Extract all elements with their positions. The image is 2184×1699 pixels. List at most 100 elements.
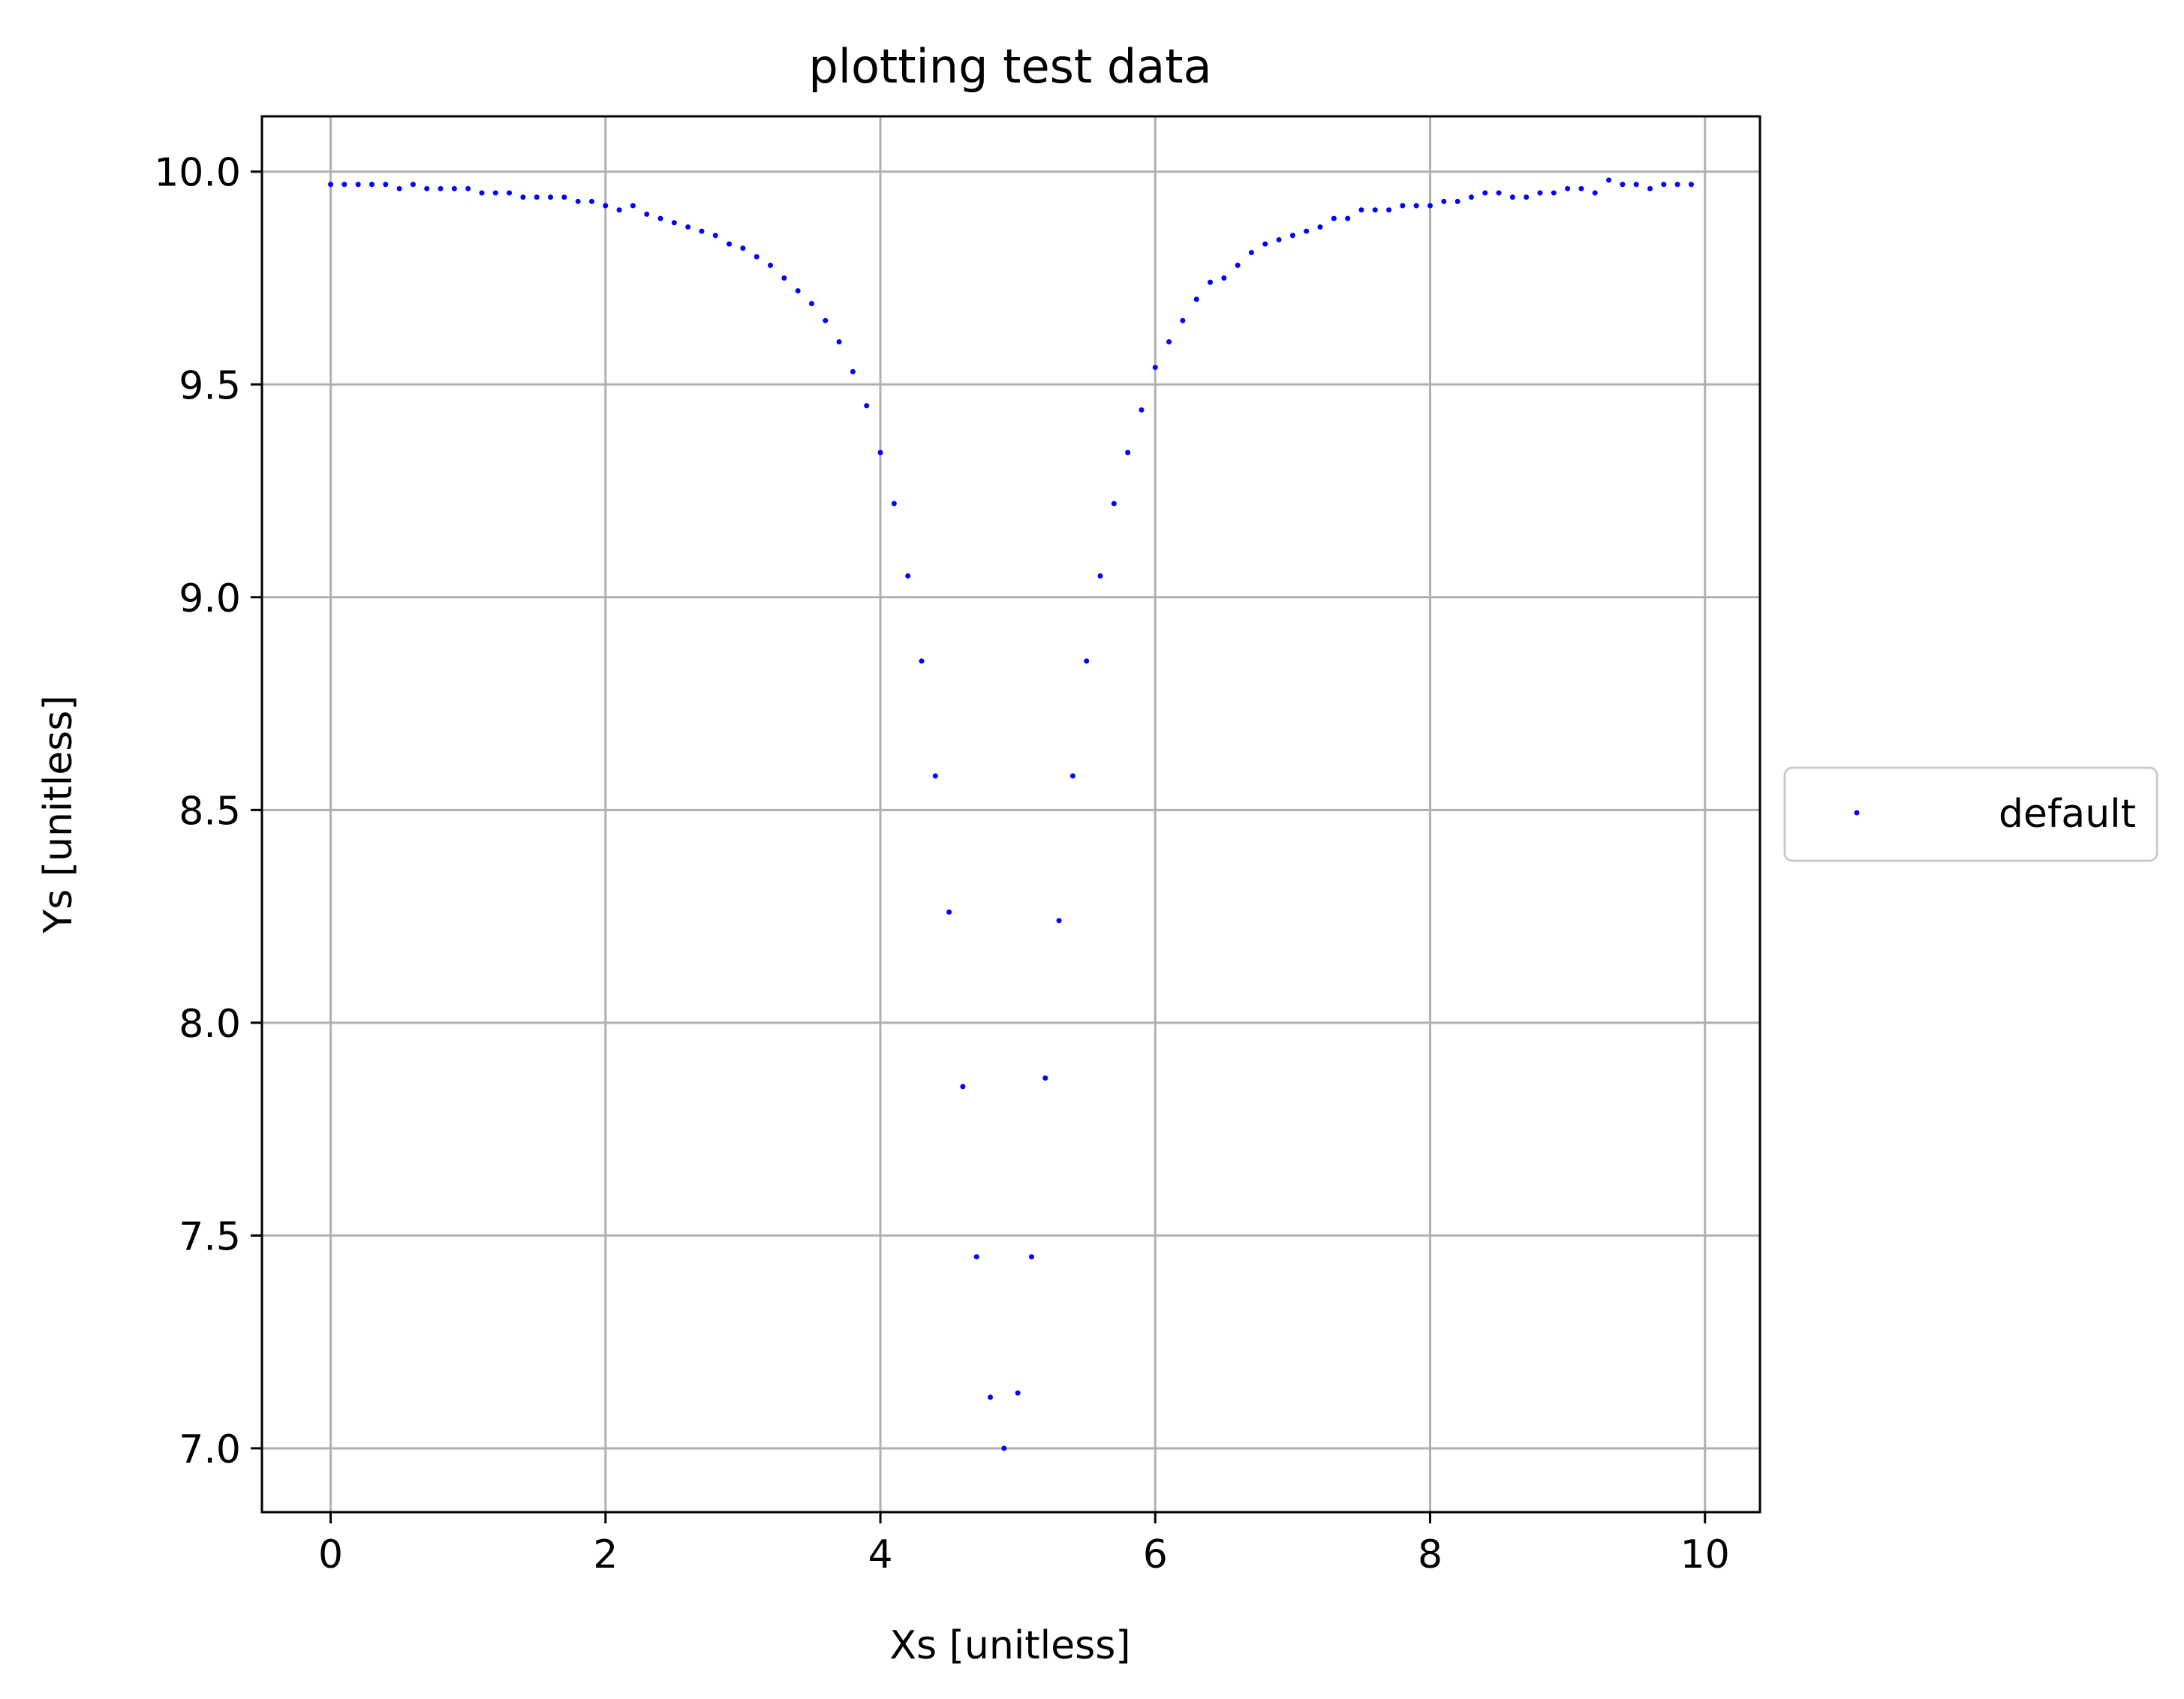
data-point: [864, 403, 870, 409]
x-tick-label: 0: [318, 1532, 343, 1577]
data-point: [1152, 365, 1158, 371]
y-tick-label: 7.5: [179, 1214, 241, 1259]
data-point: [1289, 233, 1295, 239]
data-point: [877, 450, 883, 456]
data-point: [479, 190, 485, 196]
data-point: [1578, 185, 1584, 191]
data-point: [1427, 203, 1433, 209]
y-axis-label: Ys [unitless]: [36, 695, 81, 934]
data-point: [410, 182, 416, 188]
legend-marker: [1854, 810, 1860, 816]
data-point: [465, 185, 471, 191]
legend-box: [1783, 766, 2158, 862]
plot-area-frame: [260, 115, 1761, 1514]
data-point: [1468, 194, 1474, 200]
data-point: [808, 301, 814, 307]
data-point: [754, 254, 760, 260]
y-tick-label: 9.5: [179, 363, 241, 408]
data-point: [1193, 296, 1199, 302]
data-point: [1180, 317, 1186, 323]
data-point: [1633, 182, 1639, 188]
data-point: [1139, 407, 1145, 413]
data-point: [630, 203, 636, 209]
data-point: [1565, 185, 1571, 191]
y-axis: 7.0 7.5 8.0 8.5 9.0 9.5 10.0: [154, 151, 262, 1472]
data-point: [836, 339, 842, 345]
data-point: [603, 203, 609, 209]
data-point: [644, 211, 650, 217]
data-point: [1688, 182, 1694, 188]
data-point: [1358, 207, 1364, 213]
data-point: [1084, 658, 1090, 664]
data-point: [1372, 207, 1378, 213]
chart-title: plotting test data: [808, 39, 1211, 94]
data-point: [740, 245, 746, 251]
data-point: [1661, 182, 1667, 188]
data-point: [1551, 190, 1557, 196]
data-point: [946, 909, 952, 915]
data-point: [1400, 203, 1406, 209]
data-point: [699, 228, 705, 234]
points-layer: [328, 177, 1694, 1451]
data-point: [1235, 262, 1241, 268]
data-point: [685, 224, 691, 230]
data-point: [383, 182, 389, 188]
data-point: [1647, 185, 1653, 191]
data-point: [712, 233, 718, 239]
data-point: [616, 207, 622, 213]
data-point: [891, 501, 897, 507]
data-point: [657, 215, 663, 221]
data-point: [548, 194, 554, 200]
data-point: [1248, 249, 1254, 255]
data-point: [1413, 203, 1419, 209]
data-point: [520, 194, 526, 200]
y-tick-label: 8.5: [179, 789, 241, 834]
data-point: [726, 241, 733, 247]
data-point: [355, 182, 361, 188]
y-tick-label: 8.0: [179, 1002, 241, 1047]
data-point: [1166, 339, 1172, 345]
data-point: [1056, 918, 1062, 924]
data-point: [588, 198, 594, 204]
x-axis-label: Xs [unitless]: [889, 1623, 1130, 1668]
data-point: [1386, 207, 1392, 213]
data-point: [1069, 773, 1075, 779]
data-point: [396, 185, 402, 191]
data-point: [919, 658, 925, 664]
data-point: [960, 1084, 966, 1090]
y-tick-label: 9.0: [179, 576, 241, 621]
data-point: [932, 773, 938, 779]
x-tick-label: 6: [1143, 1532, 1168, 1577]
data-point: [1441, 198, 1447, 204]
data-point: [1509, 194, 1515, 200]
data-point: [1606, 177, 1612, 183]
data-point: [1620, 182, 1626, 188]
y-tick-label: 7.0: [179, 1427, 241, 1472]
data-point: [671, 220, 677, 226]
data-point: [1208, 279, 1214, 285]
x-axis: 0 2 4 6 8 10: [318, 1512, 1730, 1577]
data-point: [1317, 224, 1323, 230]
data-point: [341, 182, 347, 188]
data-point: [1097, 573, 1103, 579]
data-point: [492, 190, 498, 196]
data-point: [1304, 228, 1310, 234]
data-point: [795, 288, 801, 293]
x-tick-label: 2: [593, 1532, 618, 1577]
data-point: [1042, 1075, 1048, 1081]
data-point: [1111, 501, 1117, 507]
data-point: [1001, 1445, 1007, 1451]
data-point: [850, 368, 856, 374]
data-point: [1454, 198, 1461, 204]
data-point: [1125, 450, 1131, 456]
data-point: [988, 1394, 994, 1400]
data-point: [1221, 275, 1227, 281]
data-point: [1537, 190, 1543, 196]
data-point: [534, 194, 540, 200]
data-point: [1028, 1254, 1034, 1260]
x-tick-label: 8: [1418, 1532, 1442, 1577]
data-point: [1674, 182, 1680, 188]
data-point: [1592, 190, 1598, 196]
data-point: [438, 185, 444, 191]
data-point: [768, 262, 774, 268]
